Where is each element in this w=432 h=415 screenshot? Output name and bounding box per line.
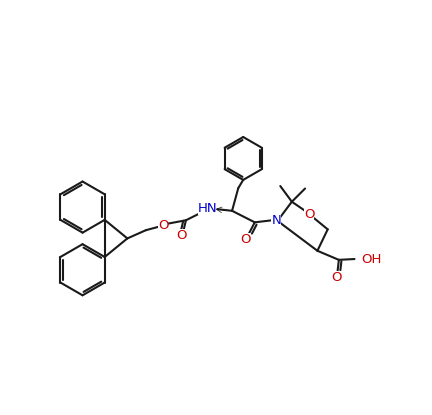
Text: O: O (241, 233, 251, 246)
Text: O: O (331, 271, 342, 284)
Text: OH: OH (362, 253, 382, 266)
Text: O: O (304, 208, 314, 222)
Text: O: O (158, 219, 168, 232)
Text: HN: HN (197, 202, 217, 215)
Text: N: N (271, 214, 281, 227)
Text: O: O (177, 229, 187, 242)
